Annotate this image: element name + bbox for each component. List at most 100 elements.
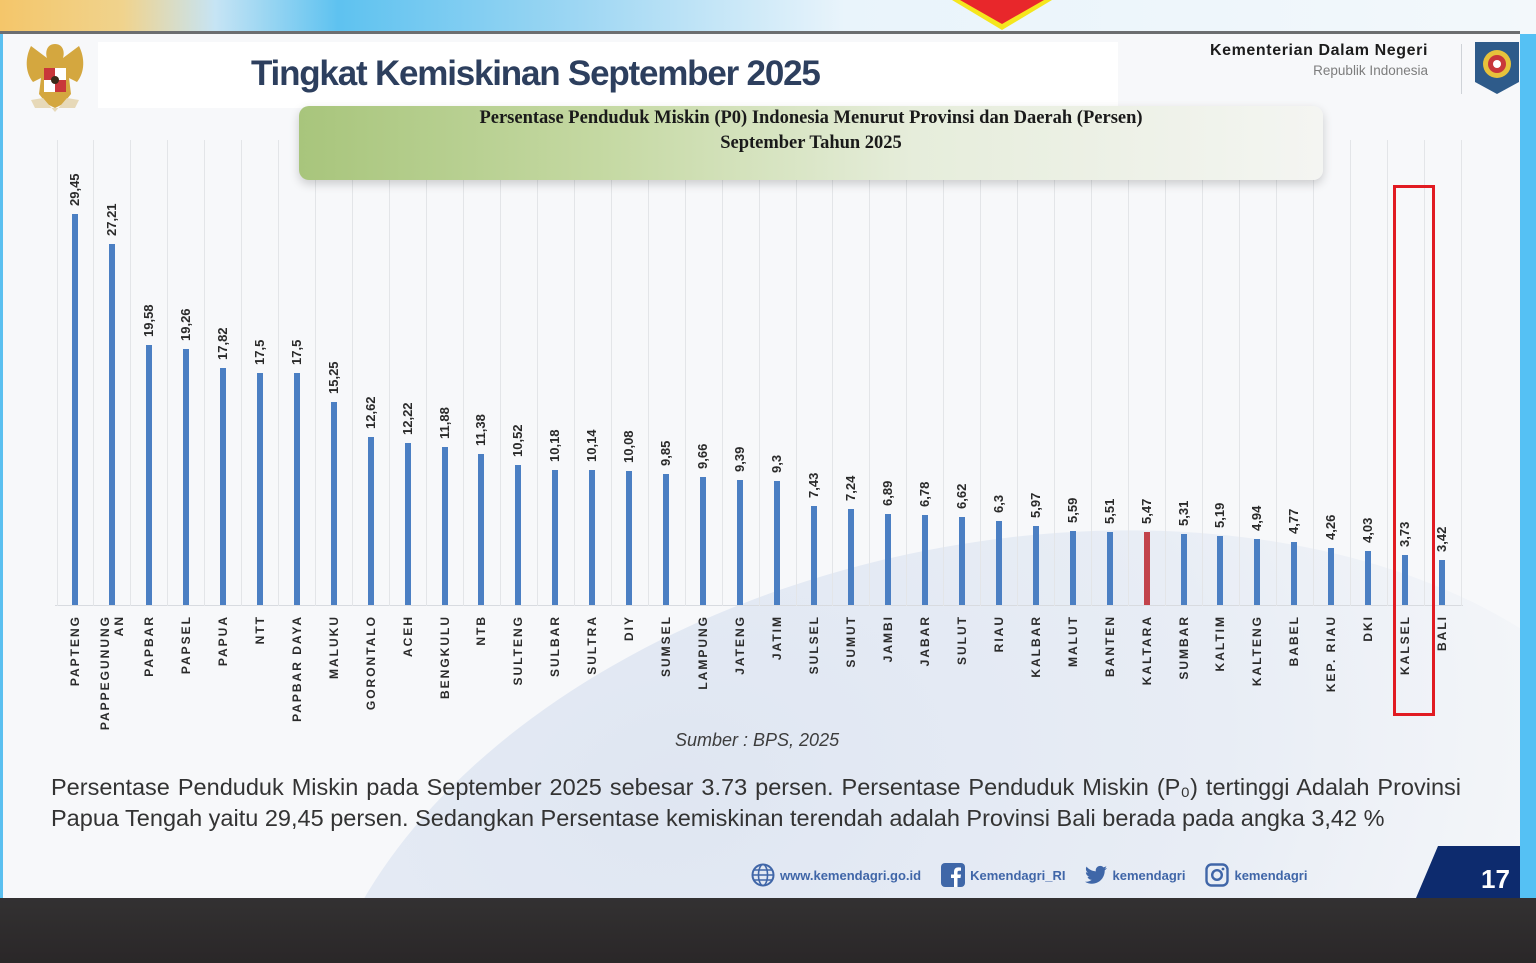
- value-label: 4,26: [1323, 515, 1339, 541]
- category-label: DIY: [622, 615, 637, 642]
- value-label: 12,62: [362, 396, 378, 430]
- gridline: [1128, 140, 1130, 606]
- right-edge-band: [1520, 34, 1536, 898]
- page-title: Tingkat Kemiskinan September 2025: [251, 54, 821, 93]
- value-label: 10,18: [547, 429, 563, 462]
- gridline: [352, 140, 354, 606]
- category-label: SUMUT: [843, 615, 858, 668]
- gridline: [1165, 140, 1167, 606]
- bar-malut: [1069, 530, 1076, 605]
- value-label: 5,31: [1175, 501, 1191, 527]
- bar-papua: [219, 368, 226, 605]
- bar-kep-riau: [1328, 548, 1335, 605]
- bar-sulteng: [515, 465, 522, 605]
- gridline: [1238, 140, 1240, 606]
- gridline: [721, 140, 723, 606]
- bar-jambi: [884, 513, 891, 605]
- footer-website[interactable]: www.kemendagri.go.id: [751, 863, 921, 887]
- category-label: DKI: [1361, 615, 1376, 642]
- presentation-slide: Tingkat Kemiskinan September 2025 Kement…: [0, 34, 1520, 898]
- footer-facebook[interactable]: Kemendagri_RI: [941, 863, 1065, 887]
- ministry-subtitle: Republik Indonesia: [1313, 63, 1428, 78]
- footer-instagram[interactable]: kemendagri: [1205, 863, 1307, 887]
- category-label: PAPSEL: [178, 615, 193, 675]
- category-label: SULTENG: [511, 615, 526, 686]
- value-label: 4,94: [1249, 506, 1265, 532]
- value-label: 5,19: [1212, 502, 1228, 529]
- bar-pappegunungan: [108, 243, 115, 605]
- bar-banten: [1106, 531, 1113, 605]
- value-label: 15,25: [325, 361, 341, 395]
- category-label: SUMSEL: [659, 615, 674, 678]
- category-label: PAPBAR: [141, 615, 156, 677]
- bar-chart: 29,45 PAPTENG 27,21 PAPPEGUNUNG AN 19,58 PAPBA…: [3, 34, 1520, 898]
- bar-jatim: [774, 481, 781, 605]
- value-label: 5,59: [1064, 497, 1080, 523]
- chart-subtitle-banner: Persentase Penduduk Miskin (P0) Indonesi…: [299, 106, 1323, 180]
- gridline: [426, 140, 428, 606]
- page-number: 17: [1481, 864, 1510, 894]
- value-label: 11,38: [473, 414, 489, 446]
- bar-bengkulu: [441, 447, 448, 605]
- gridline: [204, 140, 206, 606]
- gridline: [130, 140, 132, 606]
- category-label: BENGKULU: [437, 615, 452, 699]
- bar-papsel: [182, 349, 189, 605]
- category-label: KALTARA: [1139, 615, 1154, 686]
- bar-sulbar: [552, 469, 559, 605]
- bar-kalbar: [1032, 525, 1039, 605]
- value-label: 10,52: [510, 424, 526, 458]
- footer-social-links: www.kemendagri.go.id Kemendagri_RI kemen…: [751, 860, 1321, 890]
- category-label: BALI: [1435, 615, 1450, 651]
- category-label: MALUKU: [326, 615, 341, 679]
- kalsel-highlight-box: [1393, 185, 1435, 716]
- gridline: [943, 140, 945, 606]
- ministry-name: Kementerian Dalam Negeri: [1209, 42, 1428, 59]
- gridline: [573, 140, 575, 606]
- value-label: 17,82: [214, 327, 230, 361]
- value-label: 9,85: [658, 440, 674, 467]
- gridline: [795, 140, 797, 606]
- bar-dki: [1365, 551, 1372, 605]
- gridline: [758, 140, 760, 606]
- bar-kaltara: [1143, 532, 1150, 605]
- bar-riau: [995, 521, 1002, 605]
- bar-aceh: [404, 442, 411, 605]
- facebook-label: Kemendagri_RI: [970, 867, 1066, 883]
- category-label: PAPBAR DAYA: [289, 615, 304, 722]
- bar-sumbar: [1180, 534, 1187, 605]
- value-label: 6,89: [879, 480, 895, 506]
- gridline: [167, 140, 169, 606]
- category-label: SULUT: [954, 615, 969, 665]
- category-label: KEP. RIAU: [1324, 615, 1339, 693]
- gridline: [832, 140, 834, 606]
- chart-subtitle-line1: Persentase Penduduk Miskin (P0) Indonesi…: [479, 108, 1143, 128]
- category-label: MALUT: [1065, 615, 1080, 667]
- bar-sulsel: [811, 506, 817, 605]
- value-label: 10,14: [584, 429, 600, 463]
- title-header-bg: [98, 42, 1118, 108]
- category-label: NTT: [252, 615, 267, 645]
- category-label: KALTENG: [1250, 615, 1265, 687]
- value-label: 7,24: [842, 475, 858, 501]
- value-label: 9,66: [695, 443, 711, 469]
- ministry-divider: [1461, 44, 1462, 94]
- value-label: 11,88: [436, 407, 452, 440]
- gridline: [1091, 140, 1093, 606]
- bar-ntb: [478, 453, 485, 605]
- bar-sumut: [847, 508, 854, 605]
- value-label: 17,5: [288, 339, 304, 365]
- value-label: 9,3: [769, 455, 785, 474]
- bar-kaltim: [1217, 536, 1224, 605]
- value-label: 5,51: [1101, 498, 1117, 524]
- description-paragraph: Persentase Penduduk Miskin pada Septembe…: [51, 774, 1461, 831]
- bar-sulut: [958, 517, 965, 605]
- footer-twitter[interactable]: kemendagri: [1085, 865, 1185, 885]
- category-label: PAPPEGUNUNG AN: [97, 615, 126, 731]
- bar-papbar-daya: [293, 372, 300, 605]
- gridline: [462, 140, 464, 606]
- gridline: [536, 140, 538, 606]
- twitter-icon: [1085, 865, 1108, 884]
- bar-babel: [1291, 541, 1298, 605]
- bar-lampung: [700, 476, 707, 605]
